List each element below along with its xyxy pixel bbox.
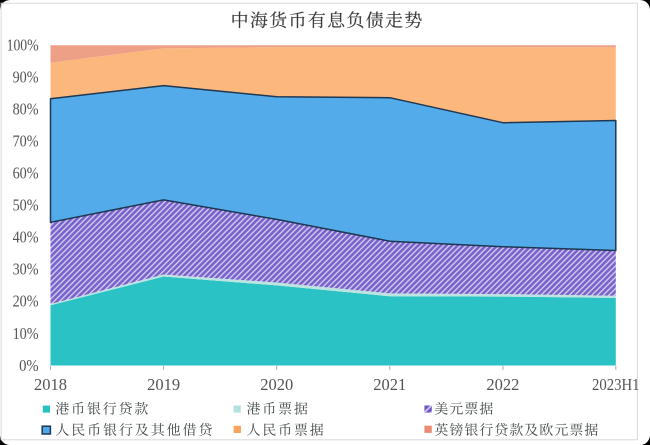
svg-text:2021: 2021 <box>373 375 406 394</box>
svg-text:20%: 20% <box>13 292 39 311</box>
svg-text:50%: 50% <box>13 196 39 215</box>
svg-text:2023H1: 2023H1 <box>592 375 640 394</box>
svg-text:80%: 80% <box>13 100 39 119</box>
svg-text:90%: 90% <box>13 67 39 86</box>
svg-text:100%: 100% <box>7 35 39 54</box>
svg-text:2019: 2019 <box>147 375 180 394</box>
svg-text:0%: 0% <box>19 356 39 375</box>
svg-text:2020: 2020 <box>260 375 293 394</box>
svg-text:40%: 40% <box>13 228 39 247</box>
svg-text:2018: 2018 <box>34 375 67 394</box>
svg-text:10%: 10% <box>13 324 39 343</box>
svg-text:60%: 60% <box>13 164 39 183</box>
svg-text:30%: 30% <box>13 260 39 279</box>
svg-text:2022: 2022 <box>486 375 519 394</box>
svg-text:70%: 70% <box>13 132 39 151</box>
